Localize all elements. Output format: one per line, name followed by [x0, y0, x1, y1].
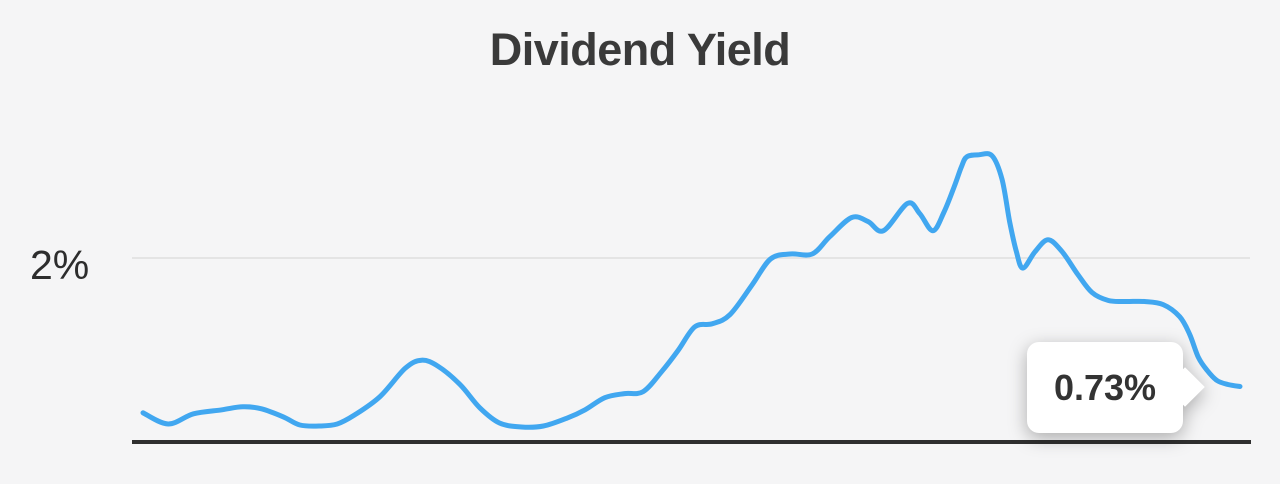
dividend-yield-line-series	[140, 151, 1243, 430]
tooltip-box: 0.73%	[1027, 342, 1183, 433]
value-tooltip: 0.73%	[1027, 342, 1205, 433]
tooltip-value: 0.73%	[1053, 366, 1157, 408]
chart-title: Dividend Yield	[489, 24, 791, 75]
y-axis-gridline-label: 2%	[30, 242, 90, 288]
